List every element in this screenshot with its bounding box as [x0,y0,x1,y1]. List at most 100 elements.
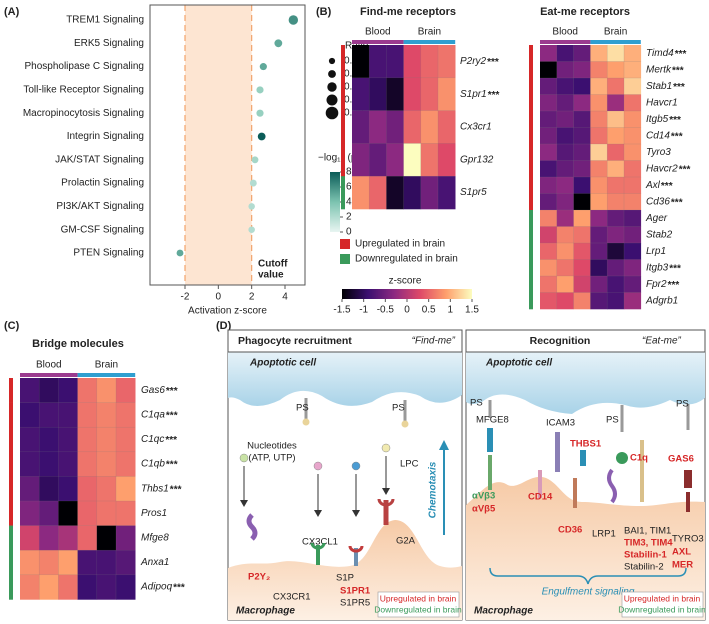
cell-label: Apoptotic cell [485,358,552,369]
row-group-bar [9,525,13,551]
colorbar-tick-label: -0.5 [377,305,395,316]
heatmap-cell [58,451,78,477]
row-group-bar [9,501,13,526]
heatmap-cell [58,550,78,576]
heatmap-cell [77,501,98,526]
heatmap-cell [573,276,591,293]
receptors [488,440,690,512]
colorbar-tick-label: 0 [346,227,352,238]
colorbar-tick-label: 4 [346,197,352,208]
gene-label: Stab2 [646,229,673,240]
row-group-bar [9,476,13,502]
receptor [246,513,258,541]
heatmap-cell [116,451,136,477]
signal-dot [351,461,361,471]
heatmap-cell [624,276,642,293]
heatmap-cell [590,61,608,79]
heatmap-cell [116,402,136,428]
receptor-label: CX3CR1 [273,592,311,603]
dot [249,179,257,187]
receptor-label: αVβ3 [472,491,495,502]
row-group-bar [341,77,345,111]
heatmap-cell [39,451,59,477]
bridge-label: C1q [630,453,648,464]
heatmap-cell [386,176,404,210]
heatmap-cell [556,226,574,244]
heatmap-cell [352,143,370,177]
dot [248,226,255,233]
receptor [348,545,364,553]
x-tick-label: 4 [282,292,288,303]
heatmap-cell [607,127,625,145]
heatmap-cell [58,378,78,403]
box-subtitle: “Find-me” [412,336,456,347]
row-group-bar [529,259,533,277]
gene-label: Mertk [646,64,672,75]
significance: *** [488,90,500,101]
arrows [243,456,387,512]
gene-label: Tyro3 [646,147,671,158]
heatmap-cell [352,77,370,111]
group-label: Blood [365,27,391,38]
ps-head [302,418,310,426]
colorbar-title: z-score [389,276,422,287]
heatmap-cell [607,276,625,293]
row-group-bar [529,45,533,62]
group-label: Brain [604,27,627,38]
heatmap-cell [556,61,574,79]
heatmap-cell [116,476,136,502]
heatmap-cell [607,193,625,211]
group-bar [403,40,456,44]
heatmap-cell [58,501,78,526]
bridge-shape [684,470,692,488]
dot [288,15,299,25]
row-group-bar [529,276,533,293]
group-label: Brain [418,27,441,38]
legend-label: Downregulated in brain [374,604,462,614]
significance: *** [661,181,673,192]
heatmap-cell [403,143,422,177]
gene-label: Stab1 [646,81,672,92]
ps-label: PS [606,415,619,426]
legend-box [621,591,704,618]
legend-label: Upregulated in brain [355,239,445,250]
heatmap-cell [20,451,40,477]
group-bar [77,373,136,377]
heatmap-cell [590,127,608,145]
ps-head [401,420,409,428]
heatmap-cell [77,427,98,453]
heatmap-cell [420,176,439,210]
heatmap-cell [540,259,558,277]
heatmap-cell [39,574,59,600]
heatmap-cell [624,78,642,95]
heatmap-cell [77,574,98,600]
heatmap-cell [116,550,136,576]
signal-dot [381,443,391,453]
gene-label: S1pr5 [460,187,487,198]
gene-label: Thbs1 [141,483,169,494]
ps-label: PS [470,398,483,409]
macrophage-label: Macrophage [474,606,533,617]
heatmap-cell [624,226,642,244]
box-subtitle: “Eat-me” [642,336,682,347]
significance: *** [679,164,691,175]
receptor-label: αVβ5 [472,504,496,515]
significance: *** [671,197,683,208]
box-title: Recognition [530,335,591,347]
bridge-shape [487,428,493,452]
bridge-label: MFGE8 [476,415,509,426]
bridge-label: ICAM3 [546,418,575,429]
significance: *** [173,583,185,594]
gene-label: Fpr2 [646,279,667,290]
macrophage-label: Macrophage [236,606,295,617]
significance: *** [672,65,684,76]
heatmap-cell [352,45,370,79]
receptor-label: P2Y₂ [248,572,270,583]
significance: *** [673,82,685,93]
arrowhead [240,500,248,507]
heatmap-cell [540,144,558,161]
cutoff-region [185,5,252,285]
category-label: PTEN Signaling [73,248,144,259]
heatmap-cell [96,525,117,551]
gene-label: Gas6 [141,385,165,396]
